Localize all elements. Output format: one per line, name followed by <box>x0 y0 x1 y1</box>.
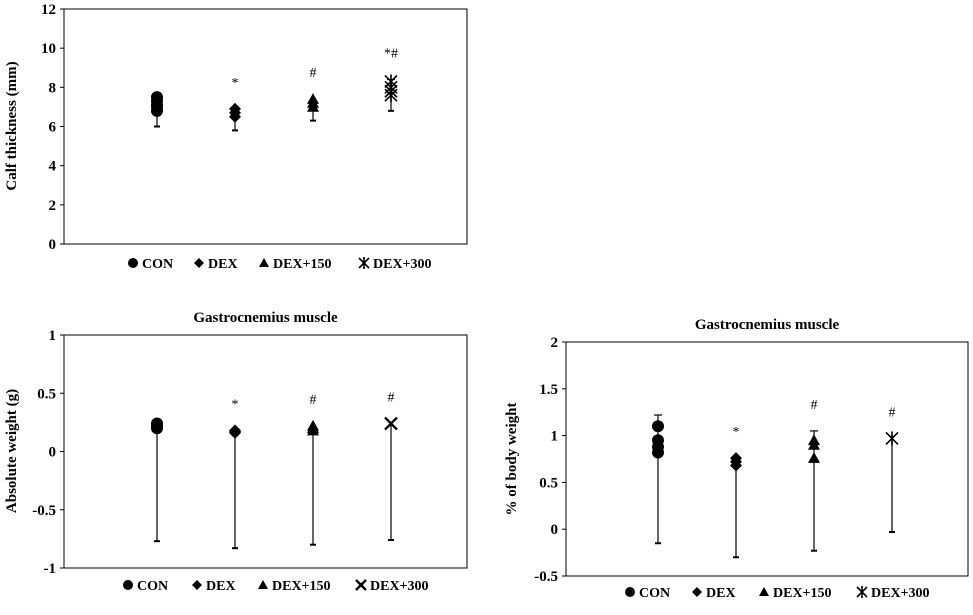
legend-marker <box>128 258 138 268</box>
series-con <box>652 414 664 545</box>
legend-marker <box>192 580 202 590</box>
chart-title: Gastrocnemius muscle <box>193 310 338 326</box>
series-dex-plus-300: # <box>384 391 398 542</box>
y-tick-label: 1.5 <box>539 382 558 398</box>
legend-marker <box>123 580 133 590</box>
series-dex-plus-300: *# <box>384 47 398 112</box>
data-point <box>730 452 742 465</box>
data-point-stroke <box>384 416 398 431</box>
y-tick-label: 6 <box>49 120 57 136</box>
significance-label: # <box>811 398 818 413</box>
legend-label: CON <box>137 579 168 594</box>
data-point <box>151 91 163 104</box>
significance-label: # <box>310 393 317 408</box>
y-tick-label: 0 <box>49 237 57 253</box>
y-axis-label: Calf thickness (mm) <box>4 61 20 190</box>
data-point <box>307 419 319 431</box>
legend-label: DEX+150 <box>273 257 332 272</box>
y-tick-label: 4 <box>49 159 57 175</box>
legend-marker <box>358 257 370 269</box>
series-dex-plus-150: # <box>307 393 319 546</box>
legend-label: CON <box>142 257 173 272</box>
legend-marker <box>259 258 269 267</box>
legend-label: DEX+150 <box>272 579 331 594</box>
legend-marker <box>258 580 268 589</box>
series-dex-plus-150: # <box>808 398 820 552</box>
legend-label: DEX <box>706 586 736 601</box>
legend-marker <box>856 586 868 598</box>
data-point <box>384 416 398 431</box>
y-tick-label: -0.5 <box>32 503 56 519</box>
legend: CON DEX DEX+150 DEX+300 <box>123 579 429 594</box>
legend-marker <box>625 587 635 597</box>
series-dex: * <box>730 425 742 559</box>
data-point <box>384 74 398 89</box>
data-point <box>885 431 899 446</box>
data-point <box>808 434 820 446</box>
legend-marker <box>194 258 204 268</box>
y-tick-label: 2 <box>551 335 559 351</box>
y-tick-label: 1 <box>551 429 559 445</box>
data-point <box>652 420 664 433</box>
plot-area <box>63 334 468 569</box>
chart-3: Gastrocnemius muscle % of body weight -0.5… <box>504 317 969 601</box>
significance-label: # <box>889 405 896 420</box>
data-point <box>307 93 319 104</box>
data-point <box>808 452 820 463</box>
legend-marker <box>759 587 769 596</box>
data-point <box>229 102 241 115</box>
legend-label: DEX+300 <box>373 257 432 272</box>
legend-marker <box>692 587 702 597</box>
significance-label: # <box>388 391 395 406</box>
significance-label: *# <box>384 47 398 62</box>
series-dex-plus-300: # <box>885 405 899 534</box>
legend-label: DEX+300 <box>871 586 930 601</box>
significance-label: * <box>232 76 239 91</box>
y-axis-label: % of body weight <box>504 403 520 516</box>
y-tick-label: 12 <box>41 2 56 18</box>
y-tick-label: -0.5 <box>534 569 558 585</box>
y-axis-label: Absolute weight (g) <box>4 389 20 513</box>
legend: CON DEX DEX+150 DEX+300 <box>128 257 432 272</box>
data-point <box>229 424 241 437</box>
series-con <box>151 91 163 128</box>
data-point <box>151 417 163 430</box>
y-tick-label: 0 <box>49 445 57 461</box>
y-tick-label: 2 <box>49 198 57 214</box>
y-tick-label: 0 <box>551 522 559 538</box>
significance-label: * <box>232 398 239 413</box>
chart-title: Gastrocnemius muscle <box>695 317 840 333</box>
legend-label: DEX <box>208 257 238 272</box>
y-tick-label: 0.5 <box>37 386 56 402</box>
significance-label: * <box>733 425 740 440</box>
y-tick-label: -1 <box>44 561 57 577</box>
y-tick-label: 10 <box>41 41 56 57</box>
y-tick-label: 1 <box>49 328 57 344</box>
legend-label: DEX <box>206 579 236 594</box>
y-tick-label: 0.5 <box>539 475 558 491</box>
plot-area <box>63 8 468 245</box>
series-dex: * <box>229 76 241 132</box>
data-point <box>652 434 664 447</box>
legend-label: DEX+300 <box>370 579 429 594</box>
legend-label: CON <box>639 586 670 601</box>
legend-label: DEX+150 <box>773 586 832 601</box>
series-dex: * <box>229 398 241 550</box>
legend-marker <box>355 579 367 591</box>
legend-marker-stroke <box>355 579 367 591</box>
series-dex-plus-150: # <box>307 66 319 122</box>
series-con <box>151 417 163 543</box>
significance-label: # <box>310 66 317 81</box>
y-tick-label: 8 <box>49 80 57 96</box>
legend: CON DEX DEX+150 DEX+300 <box>625 586 930 601</box>
plot-area <box>565 341 969 577</box>
